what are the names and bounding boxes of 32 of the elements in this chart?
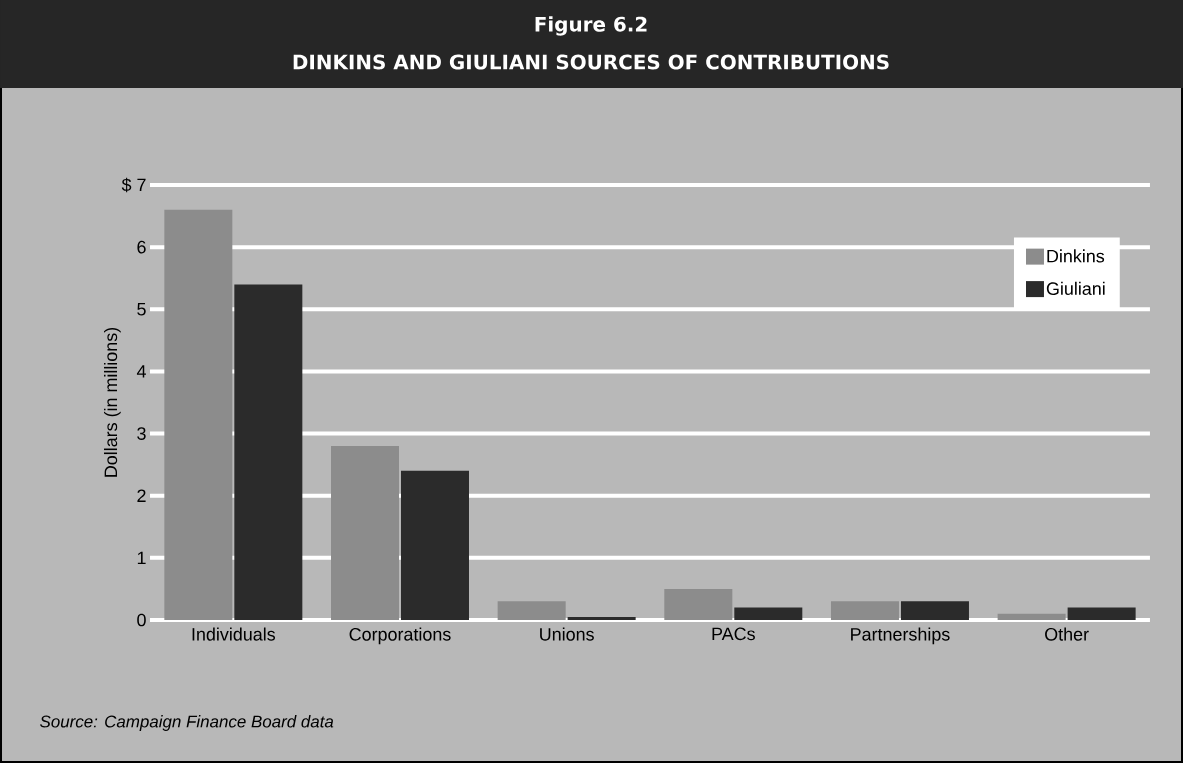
- y-tick-label: 5: [137, 303, 146, 316]
- y-tick-label: 3: [137, 427, 146, 440]
- bar: [734, 607, 803, 620]
- legend-label: Giuliani: [1046, 281, 1105, 296]
- source-note: Source: Campaign Finance Board data: [40, 715, 334, 731]
- x-tick-label: Individuals: [192, 627, 276, 641]
- x-tick-label: Corporations: [349, 627, 451, 645]
- legend-label: Dinkins: [1047, 249, 1105, 263]
- y-tick-label: 4: [136, 365, 146, 378]
- bar: [234, 284, 303, 620]
- bar: [997, 613, 1066, 620]
- bar: [830, 601, 899, 620]
- bar: [567, 616, 636, 620]
- x-tick-label: Other: [1045, 627, 1089, 641]
- bar: [164, 209, 233, 620]
- y-tick-label: $ 7: [121, 177, 146, 193]
- chart-subtitle: DINKINS AND GIULIANI SOURCES OF CONTRIBUTIONS: [293, 54, 889, 70]
- x-tick-label: Partnerships: [851, 627, 950, 645]
- bar: [331, 445, 399, 620]
- x-tick-label: Unions: [540, 627, 594, 641]
- y-tick-label: 2: [137, 489, 146, 502]
- bar: [400, 470, 469, 620]
- bar: [664, 588, 733, 620]
- y-tick-label: 6: [137, 240, 146, 254]
- bar: [900, 601, 969, 620]
- bar: [1067, 607, 1136, 620]
- y-tick-label: 0: [137, 613, 146, 627]
- y-axis-title: Dollars (in millions): [104, 327, 121, 477]
- y-tick-label: 1: [137, 551, 146, 565]
- chart-title: Figure 6.2: [535, 16, 647, 36]
- x-tick-label: PACs: [712, 627, 755, 641]
- bar: [497, 601, 566, 620]
